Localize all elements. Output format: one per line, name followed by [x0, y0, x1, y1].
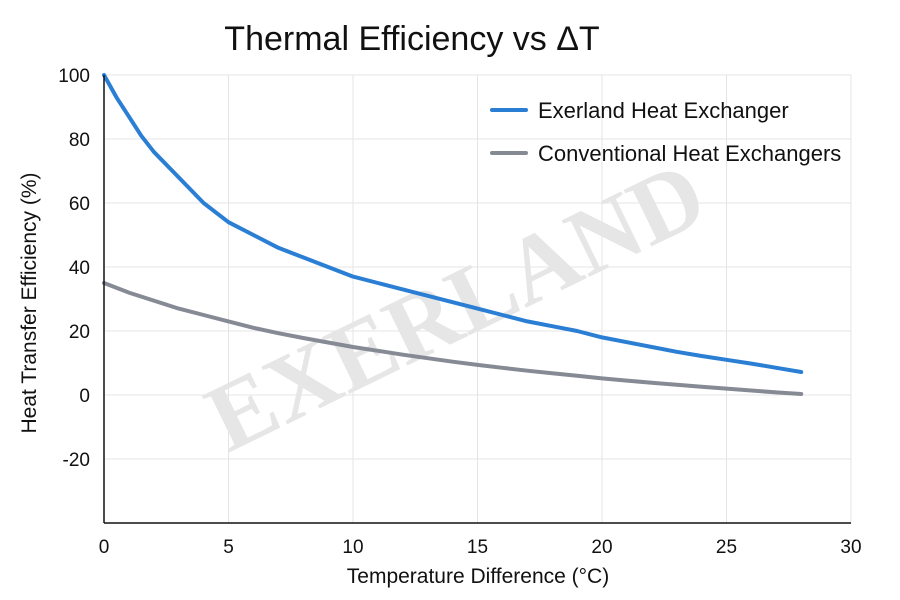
- axes: [103, 75, 851, 524]
- x-tick-label: 30: [840, 537, 861, 558]
- y-tick-label: -20: [63, 450, 90, 471]
- y-tick-label: 20: [69, 322, 90, 343]
- x-tick-label: 20: [591, 537, 612, 558]
- legend: Exerland Heat Exchanger Conventional Heat…: [490, 98, 841, 166]
- series-line-2: [102, 281, 804, 396]
- y-tick-labels: 100 80 60 40 20 0 -20: [58, 66, 90, 471]
- x-axis-label: Temperature Difference (°C): [347, 565, 609, 588]
- x-tick-label: 10: [342, 537, 363, 558]
- series-line-1: [102, 73, 804, 374]
- y-tick-label: 60: [69, 194, 90, 215]
- watermark-text: EXERLAND: [190, 140, 721, 472]
- x-tick-labels: 0 5 10 15 20 25 30: [99, 537, 862, 558]
- y-tick-label: 40: [69, 258, 90, 279]
- grid-lines: [103, 74, 852, 523]
- x-tick-label: 5: [223, 537, 234, 558]
- y-axis-label: Heat Transfer Efficiency (%): [18, 172, 41, 433]
- x-tick-label: 0: [99, 537, 110, 558]
- y-tick-label: 0: [79, 386, 90, 407]
- legend-entry-label: Exerland Heat Exchanger: [538, 98, 789, 123]
- y-tick-label: 100: [58, 66, 90, 87]
- x-tick-label: 15: [467, 537, 488, 558]
- legend-entry-label: Conventional Heat Exchangers: [538, 141, 841, 166]
- x-tick-label: 25: [716, 537, 737, 558]
- chart-title: Thermal Efficiency vs ΔT: [224, 20, 599, 58]
- y-tick-label: 80: [69, 130, 90, 151]
- series-lines: [102, 73, 804, 396]
